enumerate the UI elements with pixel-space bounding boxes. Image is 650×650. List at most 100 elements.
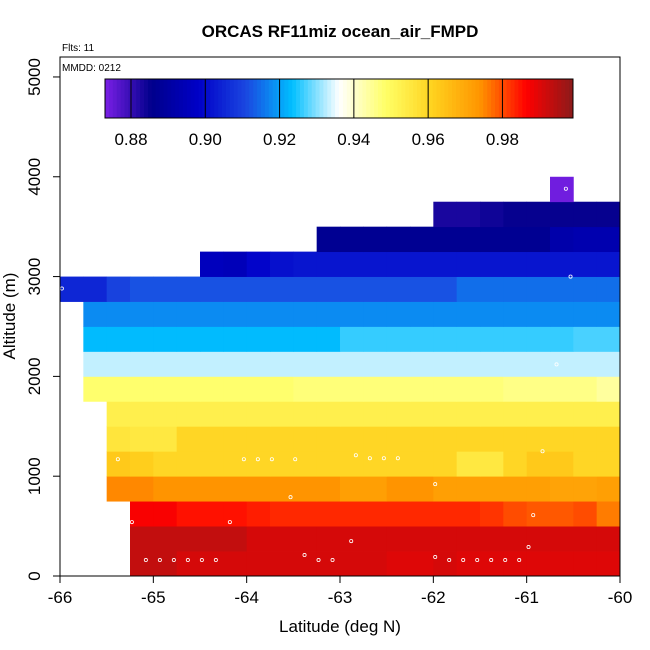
colorbar-segment — [510, 79, 515, 118]
heatmap-cell — [526, 251, 551, 277]
colorbar-segment — [459, 79, 465, 118]
heatmap-cell — [480, 351, 504, 377]
colorbar-segment — [335, 79, 340, 118]
heatmap-cell — [596, 326, 621, 352]
heatmap-cell — [503, 251, 528, 277]
heatmap-cell — [363, 376, 388, 402]
heatmap-cell — [293, 351, 318, 377]
colorbar-segment — [190, 79, 196, 118]
colorbar-segment — [249, 79, 254, 118]
colorbar-segment — [198, 79, 203, 118]
colorbar-segment — [413, 79, 418, 118]
flights-label: Flts: 11 — [62, 43, 94, 54]
colorbar-segment — [541, 79, 547, 118]
colorbar-segment — [167, 79, 172, 118]
heatmap-cell — [363, 326, 388, 352]
heatmap-cell — [410, 251, 434, 277]
heatmap-cell — [550, 251, 574, 277]
heatmap-cell — [316, 376, 341, 402]
heatmap-cell — [130, 276, 154, 302]
colorbar-segment — [483, 79, 488, 118]
colorbar-segment — [179, 79, 184, 118]
heatmap-cell — [316, 351, 341, 377]
colorbar-segment — [331, 79, 336, 118]
x-tick-label: -60 — [608, 588, 633, 607]
colorbar-frame — [104, 78, 574, 119]
heatmap-cell — [246, 426, 271, 452]
heatmap-cell — [270, 251, 294, 277]
heatmap-cell — [363, 351, 388, 377]
colorbar-segment — [417, 79, 422, 118]
heatmap-cell — [316, 551, 341, 577]
heatmap-cell — [596, 501, 621, 527]
sample-point — [199, 558, 204, 563]
colorbar-segment — [159, 79, 164, 118]
sample-point — [447, 558, 452, 563]
heatmap-cell — [480, 526, 504, 552]
heatmap-cell — [433, 326, 458, 352]
heatmap-cell — [573, 526, 598, 552]
colorbar-segment — [549, 79, 554, 118]
heatmap-cell — [246, 501, 271, 527]
sample-point — [143, 558, 148, 563]
heatmap-cell — [176, 451, 201, 477]
heatmap-cell — [433, 426, 458, 452]
colorbar-segment — [319, 79, 324, 118]
colorbar-segment — [257, 79, 262, 118]
colorbar-segment — [186, 79, 192, 118]
colorbar-segment — [393, 79, 398, 118]
heatmap-cell — [526, 501, 551, 527]
colorbar-segment — [420, 79, 426, 118]
heatmap-cell — [293, 276, 318, 302]
heatmap-cell — [293, 451, 318, 477]
heatmap-cell — [293, 526, 318, 552]
heatmap-cell — [106, 451, 131, 477]
colorbar-segment — [120, 79, 125, 118]
heatmap-cell — [270, 501, 294, 527]
heatmap-cell — [410, 301, 434, 327]
colorbar-segment — [358, 79, 363, 118]
heatmap-cell — [340, 326, 364, 352]
heatmap-cell — [293, 401, 318, 427]
heatmap-cell — [526, 301, 551, 327]
colorbar-segment — [506, 79, 512, 118]
heatmap-cell — [433, 201, 458, 228]
colorbar-segment — [381, 79, 387, 118]
heatmap-cell — [503, 426, 528, 452]
heatmap-cell — [596, 226, 621, 253]
heatmap-cell — [386, 426, 411, 452]
heatmap-cell — [550, 326, 574, 352]
heatmap-cell — [526, 451, 551, 477]
heatmap-cell — [270, 401, 294, 427]
colorbar-segment — [498, 79, 504, 118]
colorbar-segment — [440, 79, 445, 118]
colorbar-segment — [471, 79, 476, 118]
heatmap-cell — [386, 401, 411, 427]
heatmap-cell — [363, 426, 388, 452]
heatmap-cell — [200, 501, 224, 527]
heatmap-cell — [526, 226, 551, 253]
colorbar-segment — [339, 79, 344, 118]
colorbar-segment — [475, 79, 480, 118]
colorbar-segment — [432, 79, 437, 118]
sample-point — [563, 186, 568, 191]
heatmap-cell — [433, 401, 458, 427]
heatmap-cell — [596, 301, 621, 327]
heatmap-cells — [60, 176, 621, 577]
heatmap-cell — [176, 476, 201, 502]
colorbar-tick-label: 0.92 — [263, 130, 296, 149]
heatmap-cell — [480, 476, 504, 502]
sample-point — [171, 558, 176, 563]
heatmap-cell — [503, 476, 528, 502]
heatmap-cell — [433, 226, 458, 253]
heatmap-cell — [246, 376, 271, 402]
colorbar-segment — [561, 79, 566, 118]
heatmap-cell — [550, 301, 574, 327]
heatmap-cell — [223, 551, 248, 577]
heatmap-cell — [340, 476, 364, 502]
heatmap-cell — [130, 301, 154, 327]
heatmap-cell — [153, 476, 178, 502]
sample-point — [517, 558, 522, 563]
heatmap-cell — [363, 401, 388, 427]
